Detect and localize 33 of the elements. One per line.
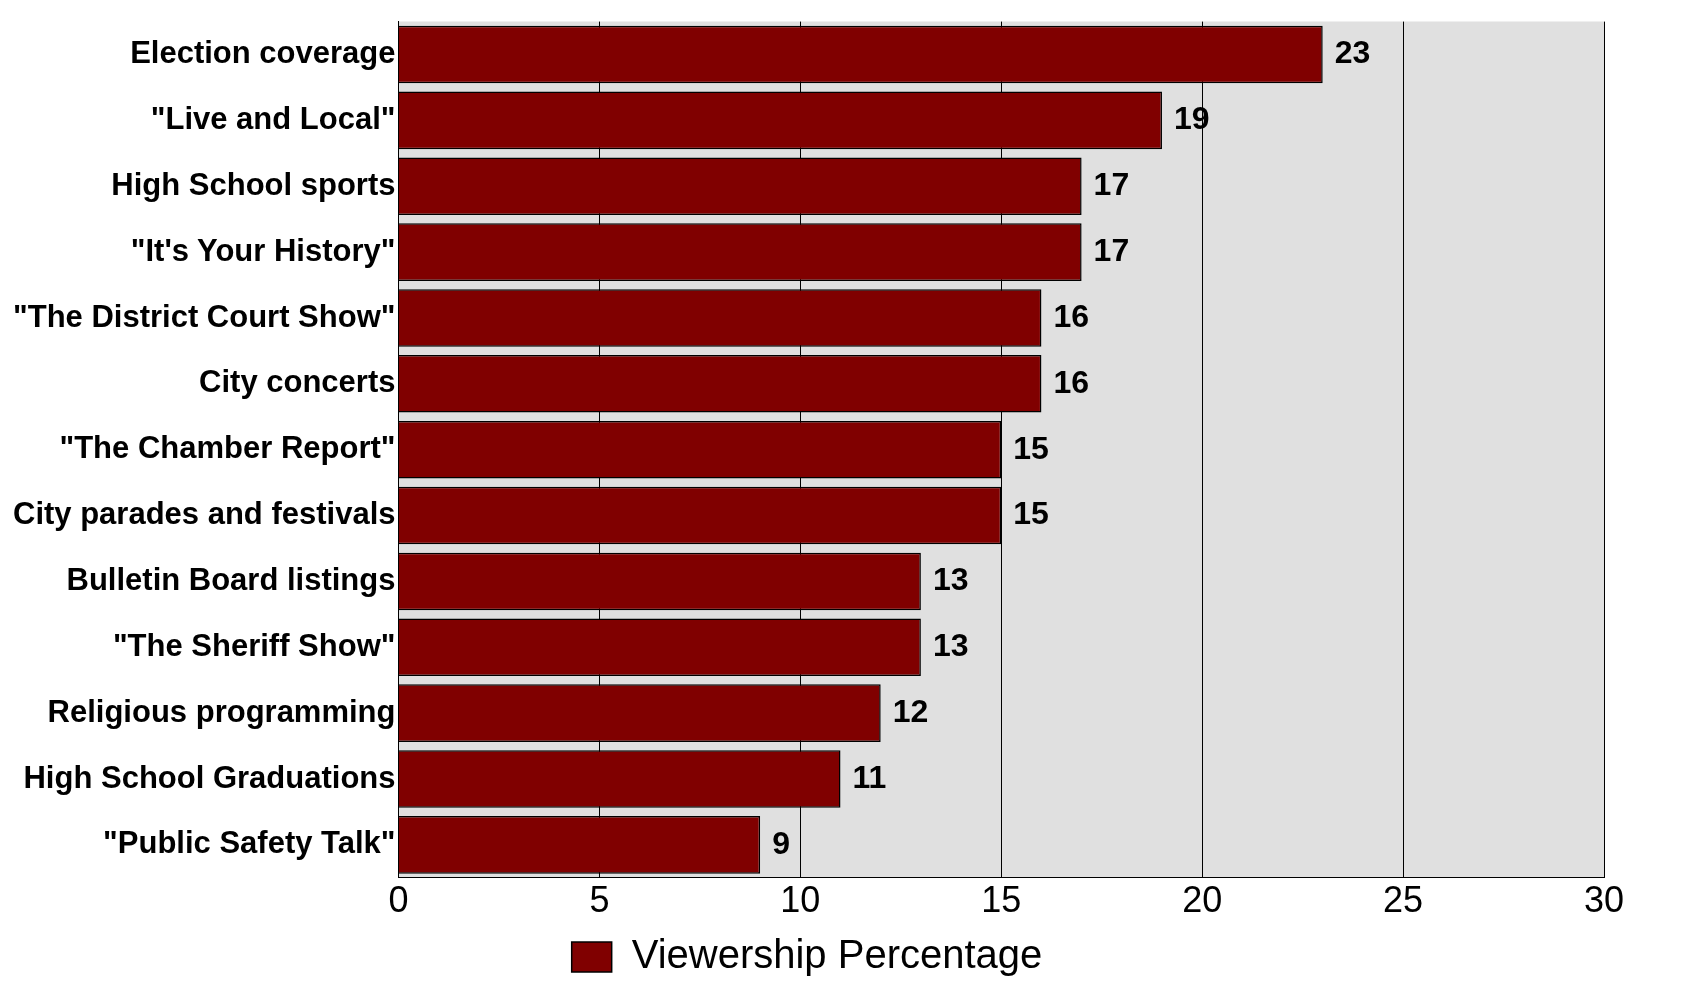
- data-label: 12: [892, 692, 929, 729]
- y-tick-label: High School Graduations: [23, 759, 396, 795]
- y-tick-label: Election coverage: [130, 35, 396, 71]
- data-label: 13: [932, 561, 969, 598]
- x-tick-label: 0: [388, 879, 409, 921]
- y-tick-label: Bulletin Board listings: [66, 561, 396, 597]
- x-tick-label: 10: [780, 879, 821, 921]
- data-label: 17: [1093, 231, 1130, 268]
- data-label: 16: [1053, 363, 1090, 400]
- data-label: 17: [1093, 166, 1130, 203]
- x-tick-label: 25: [1383, 879, 1424, 921]
- y-tick-label: City concerts: [199, 364, 396, 400]
- y-tick-label: "Live and Local": [150, 100, 396, 136]
- data-label: 9: [772, 824, 790, 861]
- y-tick-label: "Public Safety Talk": [103, 825, 396, 861]
- data-label: 11: [852, 758, 887, 795]
- y-tick-label: City parades and festivals: [12, 496, 396, 532]
- y-tick-label: Religious programming: [47, 693, 396, 729]
- x-tick-label: 5: [589, 879, 610, 921]
- data-label: 15: [1013, 495, 1049, 532]
- y-tick-label: High School sports: [111, 166, 396, 202]
- data-label: 23: [1334, 34, 1371, 71]
- y-tick-label: "It's Your History": [130, 232, 396, 268]
- data-label: 15: [1013, 429, 1049, 466]
- data-label: 16: [1053, 297, 1090, 334]
- legend-label: Viewership Percentage: [631, 932, 1043, 977]
- y-tick-label: "The Sheriff Show": [112, 627, 396, 663]
- data-label: 13: [932, 627, 969, 664]
- y-tick-label: "The District Court Show": [13, 298, 396, 334]
- x-tick-label: 30: [1583, 879, 1625, 921]
- x-tick-label: 20: [1182, 879, 1223, 921]
- y-tick-label: "The Chamber Report": [59, 430, 396, 466]
- x-tick-label: 15: [981, 879, 1022, 921]
